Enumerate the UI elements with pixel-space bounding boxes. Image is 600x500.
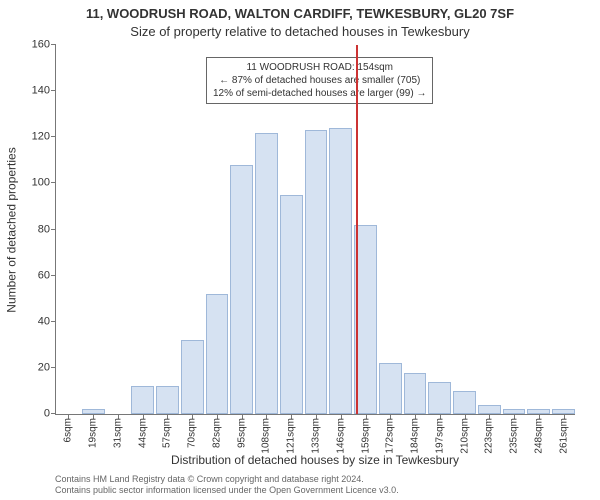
x-tick-label: 121sqm	[286, 414, 297, 454]
histogram-bar	[156, 386, 179, 414]
x-tick-label: 57sqm	[162, 414, 173, 448]
histogram-bar	[329, 128, 352, 414]
annotation-line1: 11 WOODRUSH ROAD: 154sqm	[213, 61, 426, 74]
x-tick-label: 248sqm	[533, 414, 544, 454]
histogram-bar	[255, 133, 278, 414]
y-axis-label-text: Number of detached properties	[5, 147, 19, 312]
y-tick-label: 60	[18, 270, 56, 281]
histogram-plot: 11 WOODRUSH ROAD: 154sqm ← 87% of detach…	[55, 45, 575, 415]
annotation-line3: 12% of semi-detached houses are larger (…	[213, 87, 426, 100]
footer-line2: Contains public sector information licen…	[55, 485, 575, 496]
x-tick-label: 159sqm	[360, 414, 371, 454]
histogram-bar	[478, 405, 501, 414]
y-tick-mark	[51, 136, 56, 137]
x-axis-label: Distribution of detached houses by size …	[55, 453, 575, 467]
annotation-line2: ← 87% of detached houses are smaller (70…	[213, 74, 426, 87]
x-tick-label: 95sqm	[236, 414, 247, 448]
x-tick-label: 197sqm	[434, 414, 445, 454]
histogram-bar	[428, 382, 451, 414]
x-tick-label: 133sqm	[311, 414, 322, 454]
x-tick-label: 19sqm	[88, 414, 99, 448]
x-tick-label: 172sqm	[385, 414, 396, 454]
y-tick-label: 40	[18, 316, 56, 327]
x-tick-label: 108sqm	[261, 414, 272, 454]
y-tick-label: 100	[18, 178, 56, 189]
y-tick-mark	[51, 413, 56, 414]
y-tick-mark	[51, 275, 56, 276]
footer-line1: Contains HM Land Registry data © Crown c…	[55, 474, 575, 485]
y-tick-mark	[51, 182, 56, 183]
y-tick-label: 20	[18, 362, 56, 373]
histogram-bar	[404, 373, 427, 415]
page-subtitle: Size of property relative to detached ho…	[0, 24, 600, 39]
histogram-bar	[206, 294, 229, 414]
histogram-bar	[181, 340, 204, 414]
y-tick-label: 80	[18, 224, 56, 235]
x-tick-label: 31sqm	[112, 414, 123, 448]
histogram-bar	[230, 165, 253, 414]
y-tick-label: 160	[18, 40, 56, 51]
y-tick-label: 0	[18, 409, 56, 420]
page-title-address: 11, WOODRUSH ROAD, WALTON CARDIFF, TEWKE…	[0, 6, 600, 21]
marker-line	[356, 45, 358, 414]
y-tick-mark	[51, 44, 56, 45]
y-tick-mark	[51, 90, 56, 91]
histogram-bar	[379, 363, 402, 414]
x-tick-label: 70sqm	[187, 414, 198, 448]
y-tick-mark	[51, 229, 56, 230]
x-tick-label: 210sqm	[459, 414, 470, 454]
x-tick-label: 184sqm	[410, 414, 421, 454]
histogram-bar	[453, 391, 476, 414]
x-tick-label: 6sqm	[63, 414, 74, 442]
x-tick-label: 261sqm	[558, 414, 569, 454]
x-tick-label: 223sqm	[484, 414, 495, 454]
annotation-box: 11 WOODRUSH ROAD: 154sqm ← 87% of detach…	[206, 57, 433, 104]
y-tick-mark	[51, 367, 56, 368]
y-tick-label: 140	[18, 86, 56, 97]
histogram-bar	[280, 195, 303, 414]
y-tick-label: 120	[18, 132, 56, 143]
attribution-footer: Contains HM Land Registry data © Crown c…	[55, 474, 575, 496]
x-tick-label: 44sqm	[137, 414, 148, 448]
x-tick-label: 146sqm	[335, 414, 346, 454]
histogram-bar	[305, 130, 328, 414]
x-tick-label: 235sqm	[509, 414, 520, 454]
x-tick-label: 82sqm	[211, 414, 222, 448]
histogram-bar	[131, 386, 154, 414]
y-tick-mark	[51, 321, 56, 322]
